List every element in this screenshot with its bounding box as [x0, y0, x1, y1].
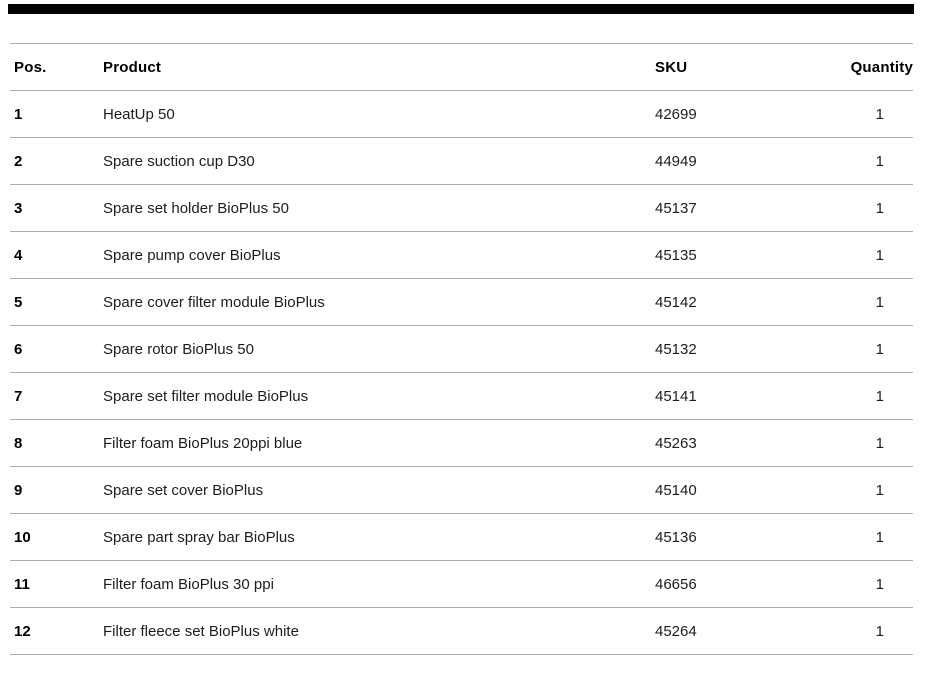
- cell-product: Filter fleece set BioPlus white: [103, 622, 299, 640]
- cell-pos: 9: [14, 481, 23, 499]
- cell-product: Spare set filter module BioPlus: [103, 387, 309, 405]
- cell-product: Spare suction cup D30: [103, 152, 255, 170]
- parts-table-body: 1 HeatUp 50 42699 1 2 Spare suction cup D30 44…: [10, 91, 913, 655]
- cell-pos: 7: [14, 387, 23, 405]
- cell-quantity: 1: [875, 434, 884, 452]
- column-header-product: Product: [103, 58, 162, 76]
- cell-quantity: 1: [875, 481, 884, 499]
- top-accent-bar: [8, 4, 914, 14]
- table-row: 6 Spare rotor BioPlus 50 45132 1: [10, 326, 913, 373]
- cell-product: Spare part spray bar BioPlus: [103, 528, 295, 546]
- cell-sku: 45263: [655, 434, 697, 452]
- cell-product: Filter foam BioPlus 20ppi blue: [103, 434, 303, 452]
- column-header-sku: SKU: [655, 58, 688, 76]
- table-row: 11 Filter foam BioPlus 30 ppi 46656 1: [10, 561, 913, 608]
- table-row: 10 Spare part spray bar BioPlus 45136 1: [10, 514, 913, 561]
- cell-product: Spare set cover BioPlus: [103, 481, 264, 499]
- column-header-quantity: Quantity: [850, 58, 913, 76]
- cell-quantity: 1: [875, 105, 884, 123]
- table-row: 1 HeatUp 50 42699 1: [10, 91, 913, 138]
- cell-sku: 45141: [655, 387, 697, 405]
- cell-quantity: 1: [875, 199, 884, 217]
- cell-product: Spare rotor BioPlus 50: [103, 340, 254, 358]
- cell-quantity: 1: [875, 387, 884, 405]
- cell-product: Spare set holder BioPlus 50: [103, 199, 289, 217]
- cell-pos: 6: [14, 340, 23, 358]
- column-header-pos: Pos.: [14, 58, 47, 76]
- table-row: 3 Spare set holder BioPlus 50 45137 1: [10, 185, 913, 232]
- cell-pos: 11: [14, 575, 30, 593]
- cell-quantity: 1: [875, 575, 884, 593]
- table-row: 5 Spare cover filter module BioPlus 45142 1: [10, 279, 913, 326]
- cell-sku: 42699: [655, 105, 697, 123]
- cell-pos: 10: [14, 528, 31, 546]
- cell-sku: 45264: [655, 622, 697, 640]
- cell-quantity: 1: [875, 293, 884, 311]
- cell-pos: 3: [14, 199, 23, 217]
- cell-quantity: 1: [875, 246, 884, 264]
- cell-quantity: 1: [875, 528, 884, 546]
- table-row: 7 Spare set filter module BioPlus 45141 1: [10, 373, 913, 420]
- parts-table-header: Pos. Product SKU Quantity: [10, 43, 913, 91]
- table-row: 9 Spare set cover BioPlus 45140 1: [10, 467, 913, 514]
- cell-product: HeatUp 50: [103, 105, 175, 123]
- cell-sku: 45135: [655, 246, 697, 264]
- cell-sku: 45137: [655, 199, 697, 217]
- cell-quantity: 1: [875, 152, 884, 170]
- cell-pos: 1: [14, 105, 23, 123]
- cell-pos: 8: [14, 434, 23, 452]
- cell-quantity: 1: [875, 340, 884, 358]
- cell-product: Spare cover filter module BioPlus: [103, 293, 325, 311]
- cell-pos: 5: [14, 293, 23, 311]
- cell-sku: 44949: [655, 152, 697, 170]
- table-row: 4 Spare pump cover BioPlus 45135 1: [10, 232, 913, 279]
- cell-sku: 45132: [655, 340, 697, 358]
- cell-sku: 45142: [655, 293, 697, 311]
- cell-pos: 12: [14, 622, 31, 640]
- table-row: 12 Filter fleece set BioPlus white 45264 1: [10, 608, 913, 655]
- cell-pos: 4: [14, 246, 23, 264]
- table-row: 2 Spare suction cup D30 44949 1: [10, 138, 913, 185]
- cell-product: Spare pump cover BioPlus: [103, 246, 281, 264]
- cell-quantity: 1: [875, 622, 884, 640]
- table-row: 8 Filter foam BioPlus 20ppi blue 45263 1: [10, 420, 913, 467]
- cell-sku: 45136: [655, 528, 697, 546]
- cell-pos: 2: [14, 152, 23, 170]
- parts-table: Pos. Product SKU Quantity 1 HeatUp 50 4269…: [10, 43, 913, 655]
- header-row: Pos. Product SKU Quantity: [10, 43, 913, 91]
- cell-product: Filter foam BioPlus 30 ppi: [103, 575, 274, 593]
- cell-sku: 46656: [655, 575, 697, 593]
- parts-table-container: Pos. Product SKU Quantity 1 HeatUp 50 4269…: [10, 43, 913, 655]
- cell-sku: 45140: [655, 481, 697, 499]
